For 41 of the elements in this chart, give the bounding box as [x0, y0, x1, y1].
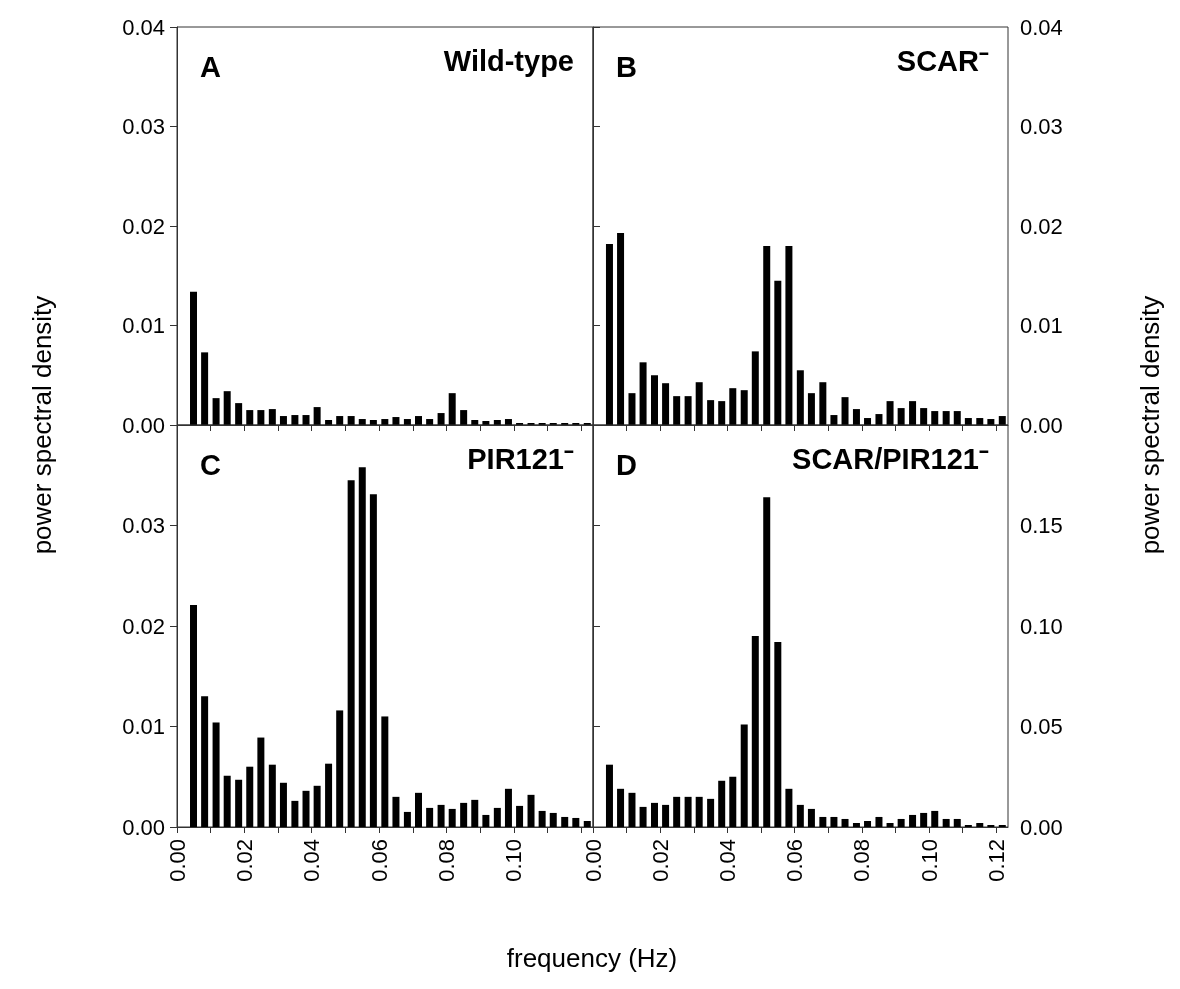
text: SCAR/PIR121⁻	[792, 442, 990, 475]
x-tick-label: 0.04	[299, 839, 325, 882]
x-tick-label: 0.06	[782, 839, 808, 882]
y2-tick-label: 0.04	[1020, 14, 1063, 40]
x-tick-label: 0.02	[231, 839, 257, 882]
text: B	[616, 50, 637, 83]
x-tick-label: 0.04	[714, 839, 740, 882]
text: D	[616, 448, 637, 481]
x-tick-label: 0.10	[501, 839, 527, 882]
y2-tick-label: 0.00	[1020, 412, 1063, 438]
x-tick-label: 0.02	[647, 839, 673, 882]
y2-tick-label: 0.10	[1020, 613, 1063, 639]
y-axis-title: power spectral density	[27, 295, 57, 555]
text: C	[200, 448, 221, 481]
y-tick-label: 0.03	[122, 114, 165, 139]
y-tick-label: 0.02	[122, 213, 165, 239]
y2-tick-label: 0.05	[1020, 714, 1063, 739]
x-tick-label: 0.12	[983, 839, 1009, 882]
x-tick-label: 0.00	[580, 839, 606, 882]
y-tick-label: 0.04	[122, 14, 165, 40]
x-tick-label: 0.08	[849, 839, 875, 882]
y2-axis-title: power spectral density	[1135, 295, 1165, 555]
x-tick-label: 0.10	[916, 839, 942, 882]
y-tick-label: 0.03	[122, 513, 165, 538]
x-axis-title: frequency (Hz)	[506, 943, 678, 973]
y-tick-label: 0.01	[122, 714, 165, 739]
y-tick-label: 0.01	[122, 313, 165, 338]
text: PIR121⁻	[467, 442, 575, 475]
y-tick-label: 0.00	[122, 814, 165, 840]
y2-tick-label: 0.00	[1020, 814, 1063, 840]
x-tick-label: 0.08	[433, 839, 459, 882]
x-tick-label: 0.06	[366, 839, 392, 882]
y2-tick-label: 0.03	[1020, 114, 1063, 139]
y2-tick-label: 0.15	[1020, 513, 1063, 538]
y2-tick-label: 0.01	[1020, 313, 1063, 338]
text: SCAR⁻	[896, 44, 989, 77]
y-tick-label: 0.02	[122, 613, 165, 639]
y2-tick-label: 0.02	[1020, 213, 1063, 239]
text: Wild-type	[443, 44, 574, 77]
y-tick-label: 0.00	[122, 412, 165, 438]
text: A	[200, 50, 221, 83]
